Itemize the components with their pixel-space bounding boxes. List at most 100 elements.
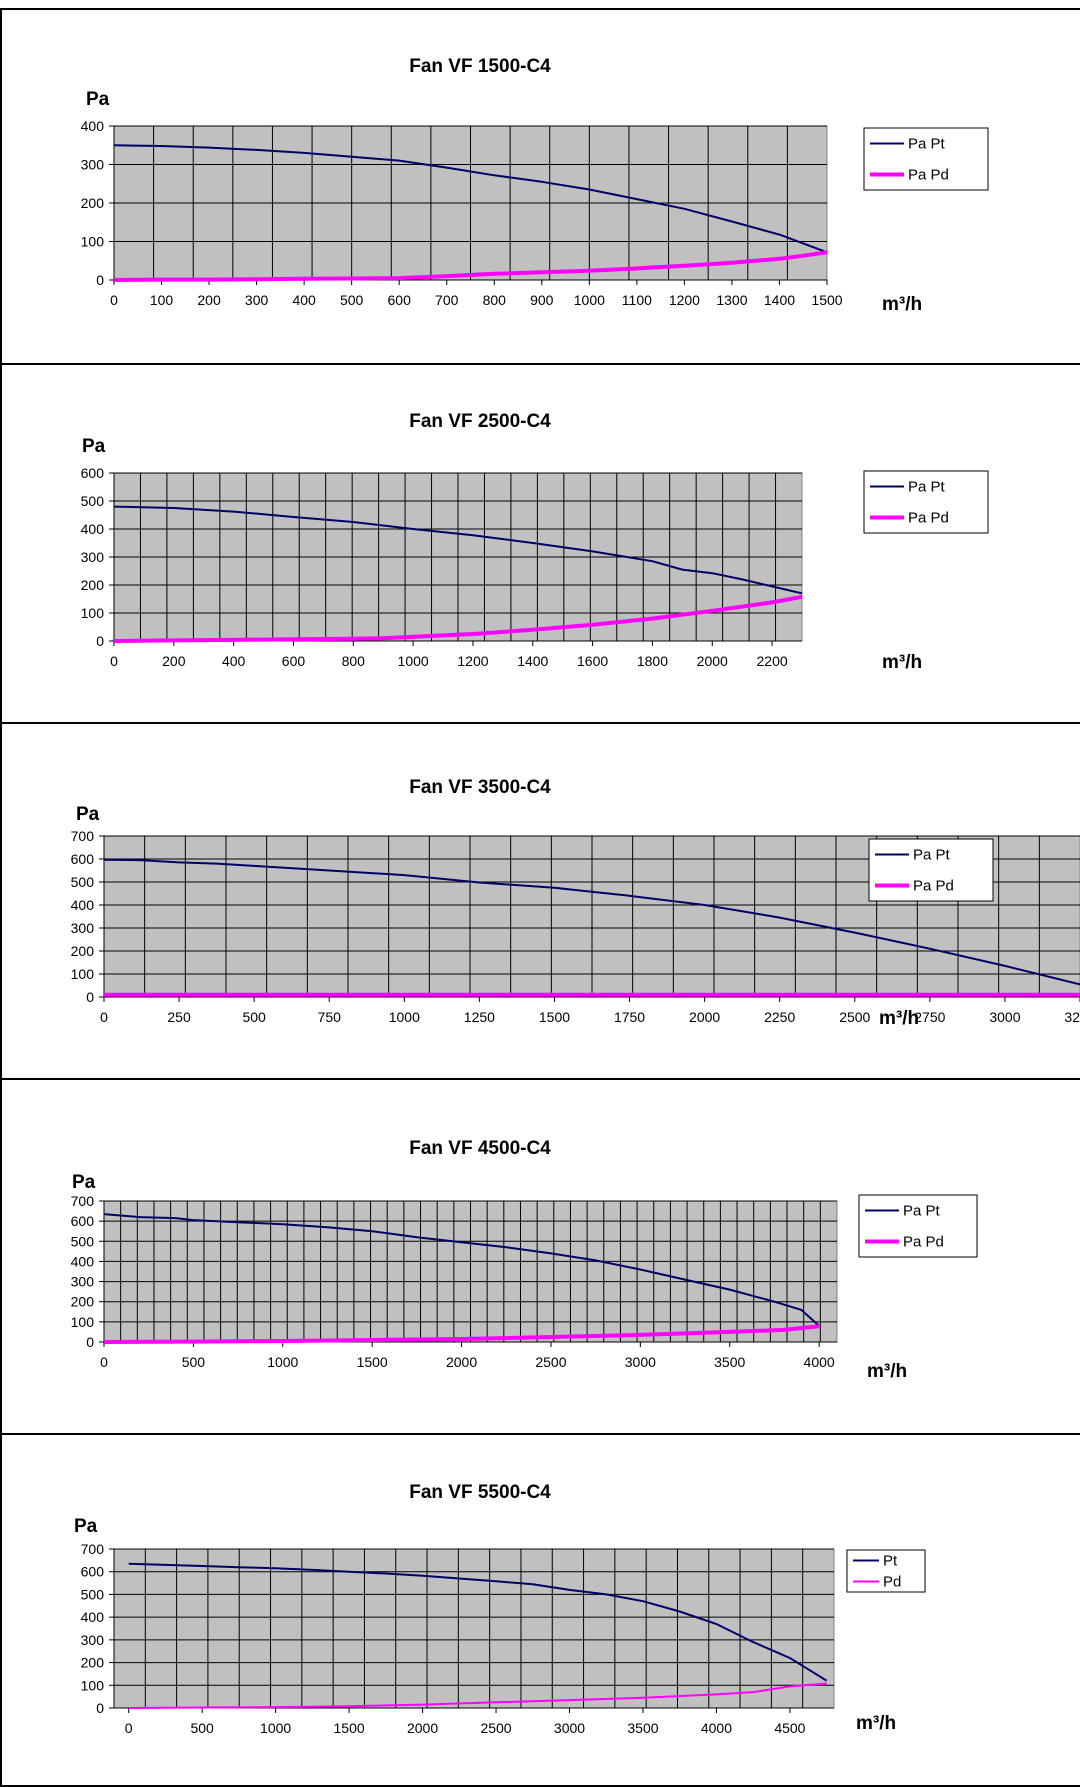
x-tick-label: 2500: [480, 1720, 511, 1736]
y-tick-label: 100: [81, 234, 105, 250]
y-tick-label: 500: [71, 1233, 95, 1249]
x-tick-label: 2500: [839, 1009, 870, 1025]
x-axis-label: m³/h: [882, 294, 922, 315]
x-tick-label: 2200: [757, 653, 788, 669]
x-tick-label: 1100: [622, 292, 652, 308]
series-line-pt: [128, 1562, 828, 1682]
x-axis-label: m³/h: [882, 652, 922, 673]
series-line-pt: [113, 505, 803, 595]
x-tick-label: 1400: [517, 653, 548, 669]
chart-vf1500: Fan VF 1500-C4 Pa m³/h 0 100 200 300 400 0 100…: [81, 56, 989, 315]
chart-panel-vf5500: Fan VF 5500-C4 Pa m³/h 0 100 200 300 400 500 6…: [0, 1433, 1080, 1787]
x-tick-label: 300: [245, 292, 269, 308]
series-line-pt: [113, 144, 828, 254]
y-tick-label: 300: [71, 1274, 95, 1290]
x-tick-label: 1300: [716, 292, 747, 308]
legend-label: Pa Pd: [908, 510, 949, 527]
legend-box: [868, 838, 994, 902]
chart-title: Fan VF 4500-C4: [409, 1138, 551, 1159]
series-line-pd: [103, 1324, 820, 1344]
x-tick-label: 1800: [637, 653, 668, 669]
x-tick-label: 0: [100, 1354, 108, 1370]
x-tick-label: 400: [222, 653, 246, 669]
x-tick-label: 4000: [804, 1354, 835, 1370]
y-tick-label: 300: [81, 157, 105, 173]
y-tick-label: 0: [86, 1334, 94, 1350]
series-line-pt: [103, 858, 1080, 986]
x-tick-label: 4500: [774, 1720, 805, 1736]
y-tick-label: 100: [81, 605, 105, 621]
y-tick-label: 700: [81, 1541, 105, 1557]
x-tick-label: 2000: [446, 1354, 477, 1370]
x-tick-label: 0: [110, 292, 118, 308]
chart-vf3500: Fan VF 3500-C4 Pa m³/h 0 100 200 300 400 500 6…: [71, 777, 1080, 1029]
x-tick-label: 800: [342, 653, 366, 669]
y-tick-label: 0: [96, 633, 104, 649]
x-tick-label: 2000: [407, 1720, 438, 1736]
y-tick-label: 200: [81, 577, 105, 593]
x-tick-label: 200: [197, 292, 221, 308]
legend-label: Pa Pd: [908, 167, 949, 184]
x-tick-label: 750: [318, 1009, 342, 1025]
x-tick-label: 500: [340, 292, 364, 308]
y-tick-label: 700: [71, 828, 95, 844]
x-tick-label: 1200: [457, 653, 488, 669]
x-tick-label: 1000: [267, 1354, 298, 1370]
y-axis-label: Pa: [82, 436, 106, 457]
y-tick-label: 600: [71, 851, 95, 867]
x-tick-label: 500: [182, 1354, 206, 1370]
x-tick-label: 1400: [764, 292, 795, 308]
y-tick-label: 200: [71, 1294, 95, 1310]
legend-label: Pt: [883, 1553, 898, 1570]
y-tick-label: 700: [71, 1193, 95, 1209]
series-line-pd: [113, 250, 828, 282]
chart-panel-vf3500: Fan VF 3500-C4 Pa m³/h 0 100 200 300 400 500 6…: [0, 722, 1080, 1080]
chart-vf2500: Fan VF 2500-C4 Pa m³/h 0 100 200 300 400 500 6…: [81, 411, 989, 673]
x-tick-label: 0: [110, 653, 118, 669]
y-tick-label: 400: [81, 521, 105, 537]
x-tick-label: 3000: [989, 1009, 1020, 1025]
y-tick-label: 0: [86, 989, 94, 1005]
y-axis-label: Pa: [76, 804, 100, 825]
x-tick-label: 500: [242, 1009, 266, 1025]
y-tick-label: 500: [81, 493, 105, 509]
legend-label: Pa Pt: [913, 847, 951, 864]
x-axis-label: m³/h: [867, 1361, 907, 1382]
x-tick-label: 600: [282, 653, 306, 669]
x-tick-label: 1000: [574, 292, 605, 308]
y-axis-label: Pa: [72, 1172, 96, 1193]
legend-box: [863, 127, 989, 191]
y-tick-label: 100: [81, 1677, 105, 1693]
x-tick-label: 1000: [260, 1720, 291, 1736]
chart-title: Fan VF 5500-C4: [409, 1482, 551, 1503]
chart-vf5500: Fan VF 5500-C4 Pa m³/h 0 100 200 300 400 500 6…: [74, 1482, 926, 1736]
chart-panel-vf4500: Fan VF 4500-C4 Pa m³/h 0 100 200 300 400 500 6…: [0, 1078, 1080, 1435]
series-line-pt: [103, 1213, 820, 1327]
chart-title: Fan VF 3500-C4: [409, 777, 551, 798]
y-tick-label: 200: [81, 1655, 105, 1671]
chart-panel-vf1500: Fan VF 1500-C4 Pa m³/h 0 100 200 300 400 0 100…: [0, 8, 1080, 365]
legend-label: Pa Pt: [903, 1203, 941, 1220]
y-tick-label: 600: [71, 1213, 95, 1229]
x-tick-label: 1750: [614, 1009, 645, 1025]
x-tick-label: 1500: [334, 1720, 365, 1736]
legend-box: [863, 470, 989, 534]
x-tick-label: 3500: [627, 1720, 658, 1736]
y-tick-label: 200: [71, 943, 95, 959]
x-axis-label: m³/h: [856, 1713, 896, 1734]
x-tick-label: 2000: [689, 1009, 720, 1025]
legend-box: [858, 1194, 978, 1258]
y-tick-label: 300: [81, 549, 105, 565]
x-tick-label: 1250: [464, 1009, 495, 1025]
legend-label: Pd: [883, 1574, 901, 1591]
x-tick-label: 800: [483, 292, 507, 308]
x-tick-label: 900: [530, 292, 554, 308]
chart-vf4500: Fan VF 4500-C4 Pa m³/h 0 100 200 300 400 500 6…: [71, 1138, 978, 1382]
x-tick-label: 3000: [554, 1720, 585, 1736]
y-tick-label: 300: [71, 920, 95, 936]
x-tick-label: 1000: [398, 653, 429, 669]
y-tick-label: 400: [71, 897, 95, 913]
y-tick-label: 600: [81, 465, 105, 481]
y-tick-label: 0: [96, 272, 104, 288]
y-axis-label: Pa: [74, 1516, 98, 1537]
